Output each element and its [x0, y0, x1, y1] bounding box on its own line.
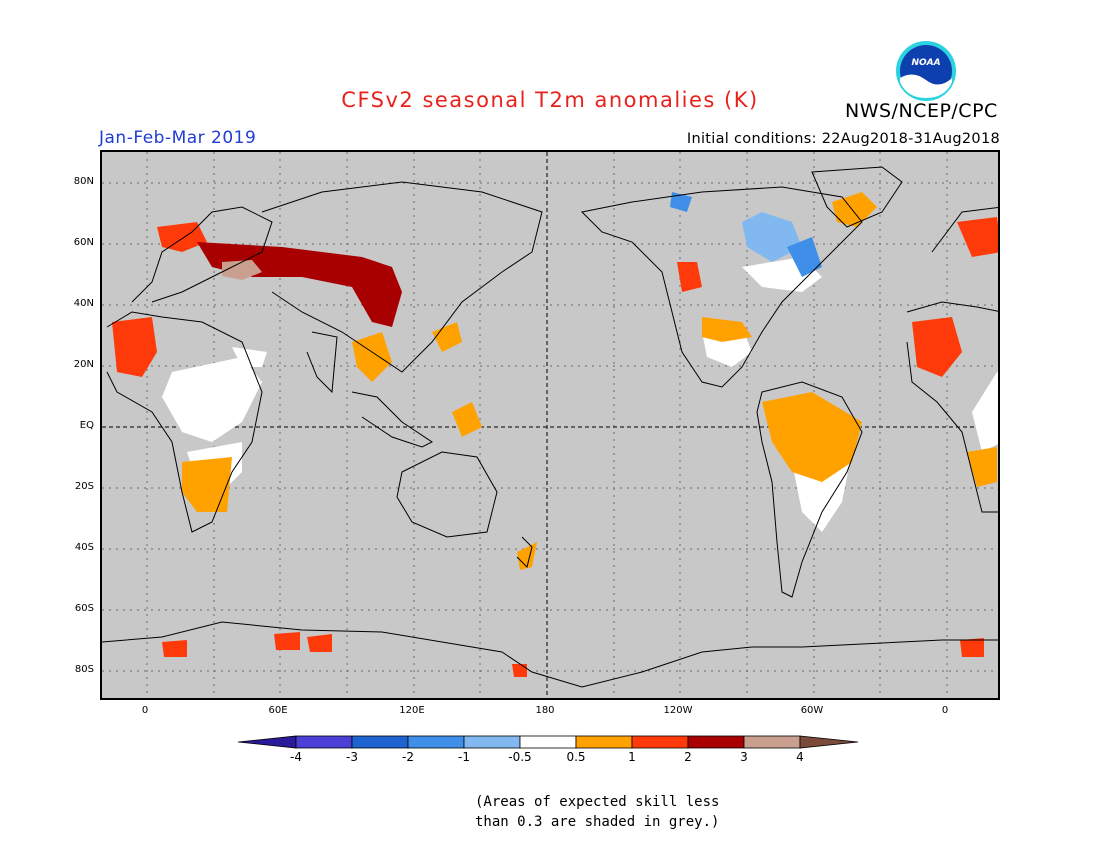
colorbar-segment: [631, 735, 689, 749]
colorbar-arrow-high: [799, 735, 859, 749]
colorbar-tick-label: 1: [628, 750, 636, 764]
colorbar-tick-label: 2: [684, 750, 692, 764]
colorbar-segment: [743, 735, 801, 749]
chart-title: CFSv2 seasonal T2m anomalies (K): [341, 88, 759, 112]
coastlines: [102, 166, 998, 688]
colorbar-tick-label: -4: [290, 750, 302, 764]
lat-label: 40N: [73, 298, 94, 309]
warm-anomaly-3-4: [222, 260, 262, 280]
colorbar-segment: [575, 735, 633, 749]
colorbar-tick-label: -3: [346, 750, 358, 764]
lon-label: 0: [941, 705, 949, 716]
lon-label: 60W: [800, 705, 824, 716]
forecast-period: Jan-Feb-Mar 2019: [99, 128, 257, 148]
lat-label: 60N: [73, 237, 94, 248]
near-normal-areas: [162, 257, 998, 532]
lat-label: 40S: [74, 542, 94, 553]
lat-label: 20S: [74, 481, 94, 492]
colorbar-tick-label: -1: [458, 750, 470, 764]
lon-label: 0: [141, 705, 149, 716]
map-svg: [102, 152, 998, 698]
lon-label: 120E: [399, 705, 425, 716]
cold-anomaly-areas: [670, 192, 822, 277]
equator-dateline: [102, 152, 998, 698]
colorbar-segment: [687, 735, 745, 749]
lat-label: 80N: [73, 176, 94, 187]
lat-label: 80S: [74, 664, 94, 675]
lon-label: 60E: [268, 705, 288, 716]
lat-label: 20N: [73, 359, 94, 370]
noaa-logo-text: NOAA: [911, 58, 940, 68]
footnote-line-1: (Areas of expected skill less: [475, 794, 720, 810]
warm-anomaly-0p5-1: [182, 192, 997, 570]
lon-label: 120W: [663, 705, 693, 716]
warm-anomaly-2-3: [197, 242, 402, 327]
anomaly-map: [100, 150, 1000, 700]
footnote-line-2: than 0.3 are shaded in grey.): [475, 814, 720, 830]
colorbar-tick-label: -2: [402, 750, 414, 764]
agency-label: NWS/NCEP/CPC: [845, 100, 998, 122]
lat-label: 60S: [74, 603, 94, 614]
skill-footnote: (Areas of expected skill less than 0.3 a…: [475, 792, 719, 832]
graticule: [102, 152, 998, 698]
lat-label: EQ: [79, 420, 94, 431]
colorbar-tick-label: -0.5: [508, 750, 532, 764]
colorbar: [238, 735, 859, 749]
colorbar-segment: [295, 735, 353, 749]
colorbar-segment: [407, 735, 465, 749]
colorbar-segment: [519, 735, 577, 749]
colorbar-segment: [463, 735, 521, 749]
initial-conditions: Initial conditions: 22Aug2018-31Aug2018: [686, 131, 1000, 147]
colorbar-tick-label: 3: [740, 750, 748, 764]
colorbar-arrow-low: [238, 735, 297, 749]
warm-anomaly-1-2: [112, 217, 998, 677]
colorbar-segment: [351, 735, 409, 749]
colorbar-tick-label: 0.5: [566, 750, 586, 764]
colorbar-tick-label: 4: [796, 750, 804, 764]
noaa-logo: NOAA: [896, 41, 956, 101]
lon-label: 180: [535, 705, 555, 716]
